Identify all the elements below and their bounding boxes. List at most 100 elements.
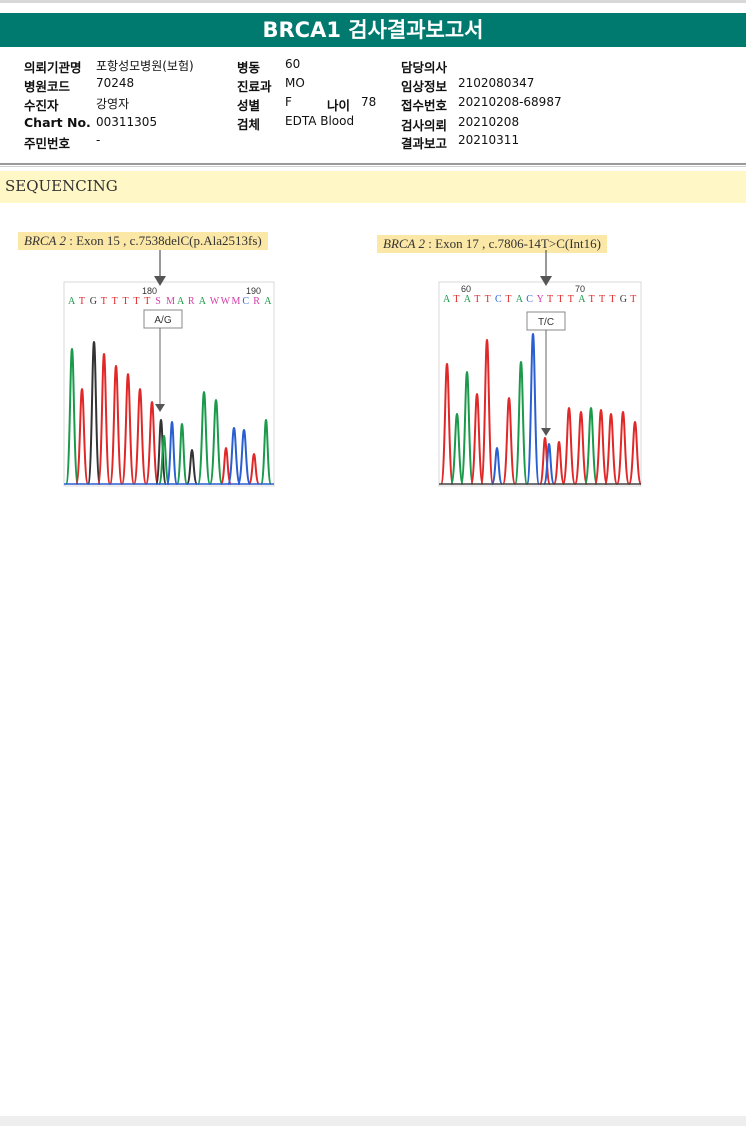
ward-label: 병동 (237, 60, 261, 75)
call-pointer-head-2 (541, 428, 551, 436)
doctor-label: 담당의사 (401, 60, 448, 75)
trace-peak (248, 452, 260, 485)
trace-peak (166, 420, 178, 485)
trace-peak (502, 396, 516, 485)
base-call: G (90, 296, 97, 307)
chart-no-value: 00311305 (96, 115, 158, 129)
call-pointer-head-1 (155, 404, 165, 412)
receipt-label: 접수번호 (401, 98, 448, 113)
result-report-value: 20210311 (458, 133, 520, 147)
trace-1 (65, 340, 272, 485)
resident-no-label: 주민번호 (24, 136, 71, 151)
variant-gene-2: BRCA 2 (383, 236, 426, 251)
trace-peak (197, 390, 211, 485)
trace-peak (514, 360, 528, 485)
trace-peak (176, 422, 188, 485)
base-call: T (589, 294, 595, 305)
trace-peak (562, 406, 576, 485)
base-call: T (123, 296, 129, 307)
call-box-1 (143, 309, 183, 329)
base-call: C (526, 294, 533, 305)
trace-peak (97, 352, 111, 485)
sex-value: F (285, 95, 292, 109)
trace-peak (543, 442, 555, 485)
base-call: C (495, 294, 502, 305)
trace-peak (450, 412, 464, 485)
base-call: T (144, 296, 150, 307)
base-call: T (79, 296, 85, 307)
base-call: C (242, 296, 249, 307)
clinical-value: 2102080347 (458, 76, 535, 90)
call-label-2: T/C (538, 317, 554, 328)
top-border (0, 0, 746, 3)
base-call: T (474, 294, 480, 305)
institution-value: 포항성모병원(보험) (96, 59, 194, 73)
section-title: SEQUENCING (5, 177, 118, 195)
sex-label: 성별 (237, 98, 261, 113)
base-call: T (568, 294, 574, 305)
mutation-arrowhead-2 (540, 276, 552, 286)
trace-peak (584, 406, 598, 485)
receipt-value: 20210208-68987 (458, 95, 562, 109)
trace-peak (145, 400, 159, 485)
age-value: 78 (361, 95, 377, 109)
base-call: W (221, 296, 231, 307)
trace-peak (480, 338, 494, 485)
patient-value: 강영자 (96, 97, 130, 111)
base-call: S (155, 296, 161, 307)
trace-peak (574, 410, 588, 485)
base-call: T (547, 294, 553, 305)
specimen-value: EDTA Blood (285, 114, 355, 128)
trace-peak (220, 446, 232, 485)
trace-peak (237, 428, 251, 485)
base-call: T (101, 296, 107, 307)
trace-peak (604, 412, 618, 485)
trace-peak (460, 370, 474, 485)
section-band (0, 171, 746, 203)
variant-detail-1: : Exon 15 , c.7538delC(p.Ala2513fs) (69, 233, 262, 248)
base-call: A (516, 294, 524, 305)
page-bottom-band (0, 1116, 746, 1126)
trace-peak (75, 387, 89, 485)
trace-peak (186, 448, 198, 485)
base-call: T (485, 294, 491, 305)
trace-peak (491, 446, 503, 485)
base-call: A (464, 294, 472, 305)
variant-label-2: BRCA 2 : Exon 17 , c.7806-14T>C(Int16) (377, 235, 607, 253)
base-call: A (199, 296, 207, 307)
header-divider (0, 163, 746, 165)
patient-info: 의뢰기관명 포항성모병원(보험) 병원코드 70248 수진자 강영자 Char… (0, 50, 746, 162)
dept-label: 진료과 (237, 79, 272, 94)
base-call: T (609, 294, 615, 305)
trace-peak (155, 418, 167, 485)
trace-peak (628, 420, 642, 485)
base-call: T (505, 294, 511, 305)
base-call: T (599, 294, 605, 305)
ruler-label-2a: 60 (461, 284, 471, 294)
mutation-arrowhead-1 (154, 276, 166, 286)
trace-peak (209, 398, 223, 485)
variant-detail-2: : Exon 17 , c.7806-14T>C(Int16) (428, 236, 601, 251)
base-call: T (453, 294, 459, 305)
age-label: 나이 (327, 98, 351, 113)
trace-peak (260, 418, 272, 485)
base-call: T (133, 296, 139, 307)
trace-peak (539, 436, 551, 485)
base-call: Y (537, 294, 544, 305)
base-call: R (188, 296, 195, 307)
request-label: 검사의뢰 (401, 118, 448, 133)
base-call: A (578, 294, 586, 305)
base-call: A (443, 294, 451, 305)
clinical-label: 임상정보 (401, 79, 448, 94)
trace-peak (65, 347, 79, 485)
institution-label: 의뢰기관명 (24, 60, 82, 75)
trace-peak (526, 332, 540, 485)
trace-peak (87, 340, 101, 485)
base-call: T (557, 294, 563, 305)
trace-peak (594, 408, 608, 485)
hospital-code-value: 70248 (96, 76, 135, 90)
